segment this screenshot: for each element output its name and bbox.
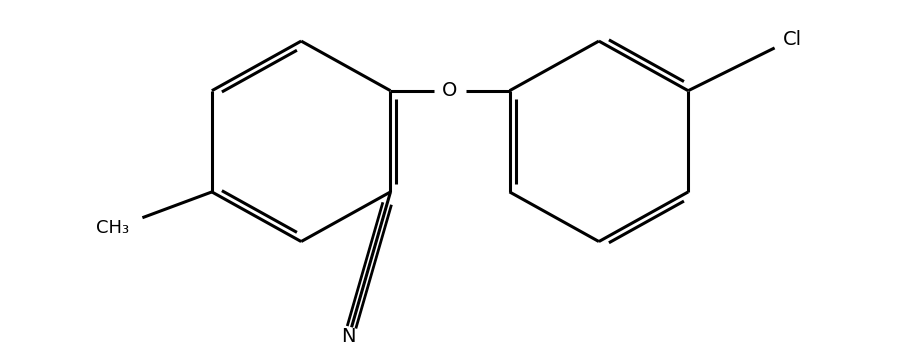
Text: Cl: Cl <box>783 29 802 49</box>
Text: CH₃: CH₃ <box>96 219 129 237</box>
Text: N: N <box>341 327 356 346</box>
Text: O: O <box>442 81 458 100</box>
